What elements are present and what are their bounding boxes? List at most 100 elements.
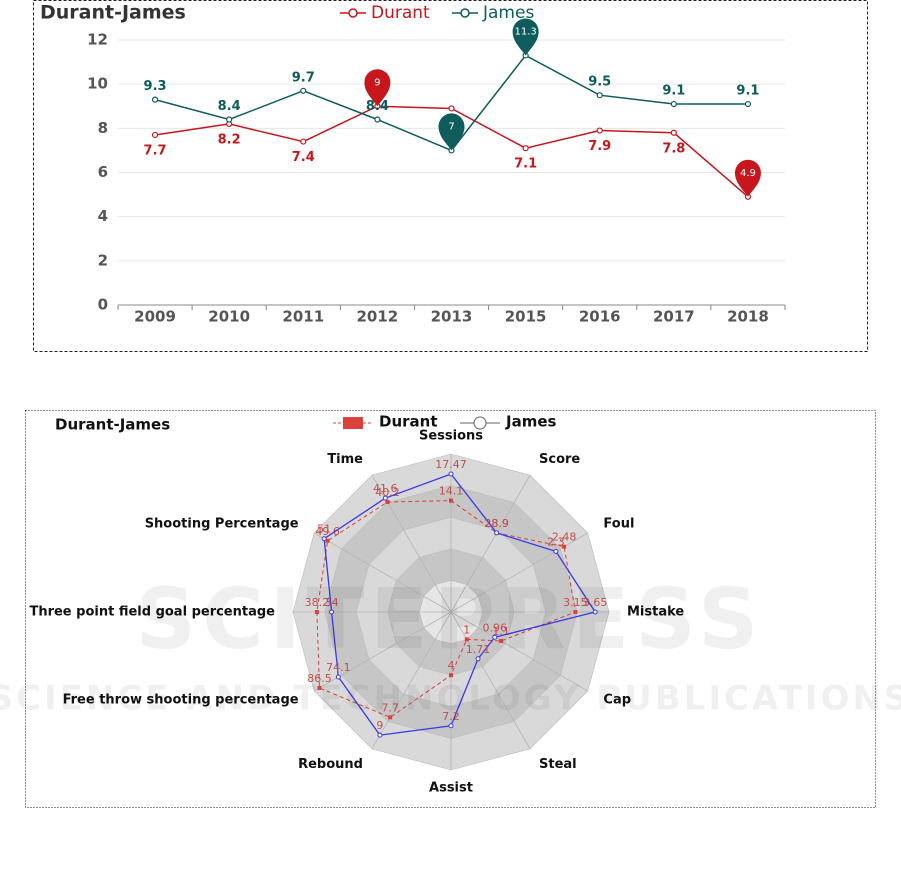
y-tick-label: 4	[98, 207, 108, 225]
data-point	[573, 610, 578, 614]
x-tick-label: 2017	[653, 308, 695, 326]
data-label: 4	[448, 659, 455, 672]
chart-title: Durant-James	[40, 2, 186, 24]
radar-axis	[450, 611, 531, 750]
data-label: 49.6	[315, 525, 340, 538]
data-label: 9.1	[736, 84, 759, 99]
data-point	[321, 536, 327, 542]
y-tick-label: 0	[98, 296, 108, 314]
legend-label: Durant	[379, 413, 438, 431]
y-tick-label: 2	[98, 251, 108, 269]
data-point	[494, 530, 500, 536]
data-label: 17.47	[435, 458, 467, 471]
data-label: 41.6	[373, 482, 398, 495]
indicator-label: Rebound	[298, 757, 363, 772]
x-tick-label: 2012	[357, 308, 399, 326]
pin-label: 11.3	[514, 26, 536, 37]
data-point	[329, 609, 335, 615]
y-tick-label: 10	[87, 75, 108, 93]
data-label: 34	[325, 596, 339, 609]
legend-symbol	[348, 8, 358, 18]
data-label: 8.4	[366, 99, 389, 114]
data-label: 7.7	[144, 143, 167, 158]
data-label: 28.9	[484, 517, 509, 530]
data-label: 1	[463, 623, 470, 636]
radar-axis	[371, 611, 452, 750]
y-tick-label: 12	[87, 31, 108, 49]
indicator-label: Time	[327, 452, 363, 467]
indicator-label: Three point field goal percentage	[29, 605, 275, 620]
data-point	[499, 638, 504, 643]
data-label: 3.15	[563, 596, 588, 609]
mark-pin	[364, 69, 391, 107]
indicator-label: Steal	[539, 757, 577, 772]
data-point	[596, 127, 603, 134]
chart-title: Durant-James	[55, 416, 170, 434]
mark-pin	[734, 159, 761, 197]
data-label: 7.7	[381, 701, 399, 714]
data-point	[448, 105, 455, 112]
data-label: 7.1	[514, 157, 537, 172]
data-label: 7.2	[442, 710, 460, 723]
data-label: 38.2	[305, 596, 330, 609]
radar-axis	[450, 474, 531, 613]
data-label: 7.8	[662, 141, 685, 156]
data-label: 2.48	[552, 531, 577, 544]
x-tick-label: 2018	[727, 308, 769, 326]
data-label: 9	[376, 719, 383, 732]
x-tick-label: 2009	[134, 308, 176, 326]
data-label: 0.96	[483, 621, 508, 634]
data-point	[449, 673, 453, 678]
indicator-label: Score	[539, 452, 580, 467]
x-tick-label: 2016	[579, 308, 621, 326]
data-label: 3.65	[583, 596, 608, 609]
data-point	[300, 87, 307, 94]
data-point	[314, 610, 319, 614]
data-label: 9.7	[292, 70, 315, 85]
data-point	[670, 129, 677, 136]
data-label: 9.1	[662, 84, 685, 99]
data-label: 7.9	[588, 139, 611, 154]
y-tick-label: 8	[98, 119, 108, 137]
mark-pin	[512, 18, 539, 56]
data-point	[449, 498, 453, 503]
radar-axis	[313, 532, 452, 613]
watermark: SCITEPRESS	[136, 570, 765, 668]
data-point	[475, 656, 481, 662]
data-label: 2.3	[547, 535, 565, 548]
indicator-label: Assist	[429, 781, 473, 796]
data-point	[377, 732, 383, 738]
data-label: 1.71	[466, 643, 491, 656]
data-point	[553, 548, 559, 554]
data-label: 7.4	[292, 150, 315, 165]
indicator-label: Foul	[603, 517, 634, 532]
mark-pin	[438, 113, 465, 151]
data-point	[592, 609, 598, 615]
legend-symbol	[473, 416, 487, 430]
x-tick-label: 2010	[208, 308, 250, 326]
data-point	[385, 499, 390, 504]
data-point	[464, 637, 469, 642]
legend-symbol	[460, 8, 470, 18]
pin-label: 9	[374, 77, 380, 88]
data-label: 9.3	[144, 79, 167, 94]
watermark: SCIENCE AND TECHNOLOGY PUBLICATIONS	[0, 679, 901, 719]
data-label: 86.5	[307, 672, 332, 685]
data-point	[562, 544, 567, 549]
data-point	[382, 495, 388, 501]
data-label: 8.4	[218, 99, 241, 114]
data-label: 74.1	[326, 661, 351, 674]
data-point	[388, 715, 393, 720]
data-point	[374, 116, 381, 123]
indicator-label: Mistake	[627, 605, 684, 620]
legend-label: James	[482, 3, 534, 23]
x-tick-label: 2015	[505, 308, 547, 326]
pin-label: 4.9	[740, 168, 756, 179]
data-point	[335, 674, 341, 680]
data-label: 14.1	[439, 485, 464, 498]
data-point	[317, 685, 322, 690]
data-point	[596, 92, 603, 99]
indicator-label: Free throw shooting percentage	[63, 693, 299, 708]
indicator-label: Cap	[603, 693, 631, 708]
data-point	[151, 131, 159, 139]
